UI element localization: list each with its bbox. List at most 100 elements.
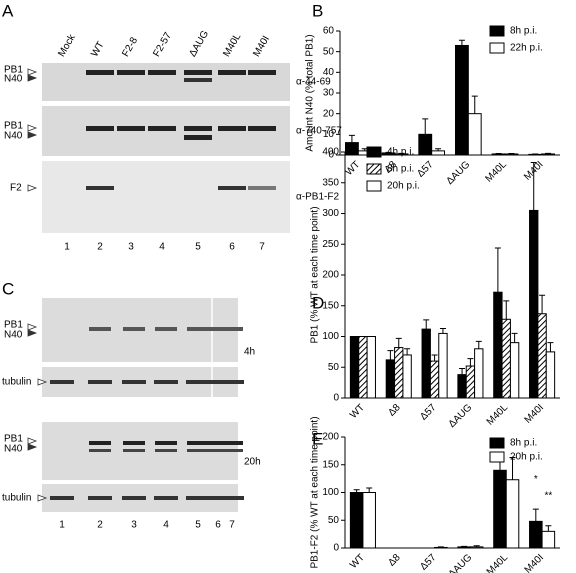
error-bar [503,300,510,320]
x-tick-label: M40I [523,552,547,573]
bar [504,153,519,156]
band [207,327,229,331]
band [122,380,146,384]
panel-label: D [312,293,324,312]
band-label: N40 [4,330,23,341]
band [154,380,178,384]
band-label: N40 [4,74,23,85]
error-bar [398,152,405,154]
legend-swatch [366,146,382,158]
lane-number: 3 [131,520,137,531]
legend-swatch [489,25,505,37]
arrowhead [27,443,38,451]
legend-label: 20h p.i. [510,452,543,463]
bar [529,520,543,549]
bar [545,351,556,399]
band [218,126,246,131]
lane-number: 5 [195,242,201,253]
y-tick-label: 400 [322,147,339,158]
bar [457,546,471,549]
band [117,126,145,131]
bar [509,342,520,399]
band-label: F2 [10,183,22,194]
error-bar [545,525,552,532]
bar [505,479,520,549]
legend-swatch [366,163,382,175]
bar [491,153,506,156]
band [123,441,145,445]
bar [528,153,543,156]
x-tick-label: Δ57 [415,159,436,180]
bar [429,360,440,399]
y-tick-label: 10 [323,129,335,140]
band [184,70,212,75]
y-tick-label: 200 [322,432,339,443]
lane-label: WT [89,40,106,59]
y-axis-label: Amount N40 (% total PB1) [305,34,316,151]
x-tick-label: Δ57 [418,552,439,573]
arrowhead [27,184,38,192]
error-bar [437,546,444,548]
lane-number: 1 [64,242,70,253]
bar [438,332,448,399]
arrowhead [27,131,38,139]
antibody-label: α-PB1-F2 [296,192,339,203]
lane-label: Mock [56,32,78,59]
y-axis-label: PB1-F2 (% WT at each time point) [310,416,321,568]
x-tick-label: Δ57 [418,402,439,423]
bar [362,492,376,549]
error-bar [439,328,446,334]
band [122,496,146,500]
band [154,496,178,500]
error-bar [353,489,360,493]
y-tick-label: 150 [322,459,339,470]
y-tick-label: 50 [328,362,340,373]
band [218,70,246,75]
band [155,441,177,445]
error-bar [494,247,501,293]
error-bar [423,319,430,330]
legend-label: 8h p.i. [510,26,537,37]
band [117,70,145,75]
y-tick-label: 0 [333,393,339,404]
x-tick-label: M40L [485,552,511,573]
error-bar [547,342,554,352]
y-tick-label: 0 [333,543,339,554]
blot [42,63,290,101]
bar [457,374,467,399]
band [50,496,74,500]
x-tick-label: M40L [484,159,510,185]
lane-number: 6 [229,242,235,253]
error-bar [467,358,474,367]
x-tick-label: ΔAUG [447,402,475,430]
bar [349,336,360,399]
lane-number: 1 [59,520,65,531]
y-tick-label: 300 [322,208,339,219]
arrowhead [27,68,38,76]
band-label: tubulin [2,493,31,504]
lane-label: F2-57 [151,30,174,59]
band-label: PB1 [4,320,23,331]
arrowhead [27,124,38,132]
y-tick-label: 60 [323,26,335,37]
band [206,380,230,384]
bar [455,44,469,156]
band [89,441,111,445]
bar [529,209,539,399]
y-tick-label: 40 [323,67,335,78]
band [186,496,210,500]
x-tick-label: ΔAUG [447,552,475,573]
y-tick-label: 150 [322,300,339,311]
lane-number: 2 [97,520,103,531]
bar [421,328,431,399]
x-tick-label: M40I [523,402,547,426]
x-tick-label: Δ8 [386,552,403,569]
band [123,327,145,331]
bar [385,359,396,399]
band [148,70,176,75]
error-bar [385,151,392,153]
band [248,126,276,131]
error-bar [404,348,411,355]
band [123,449,145,452]
